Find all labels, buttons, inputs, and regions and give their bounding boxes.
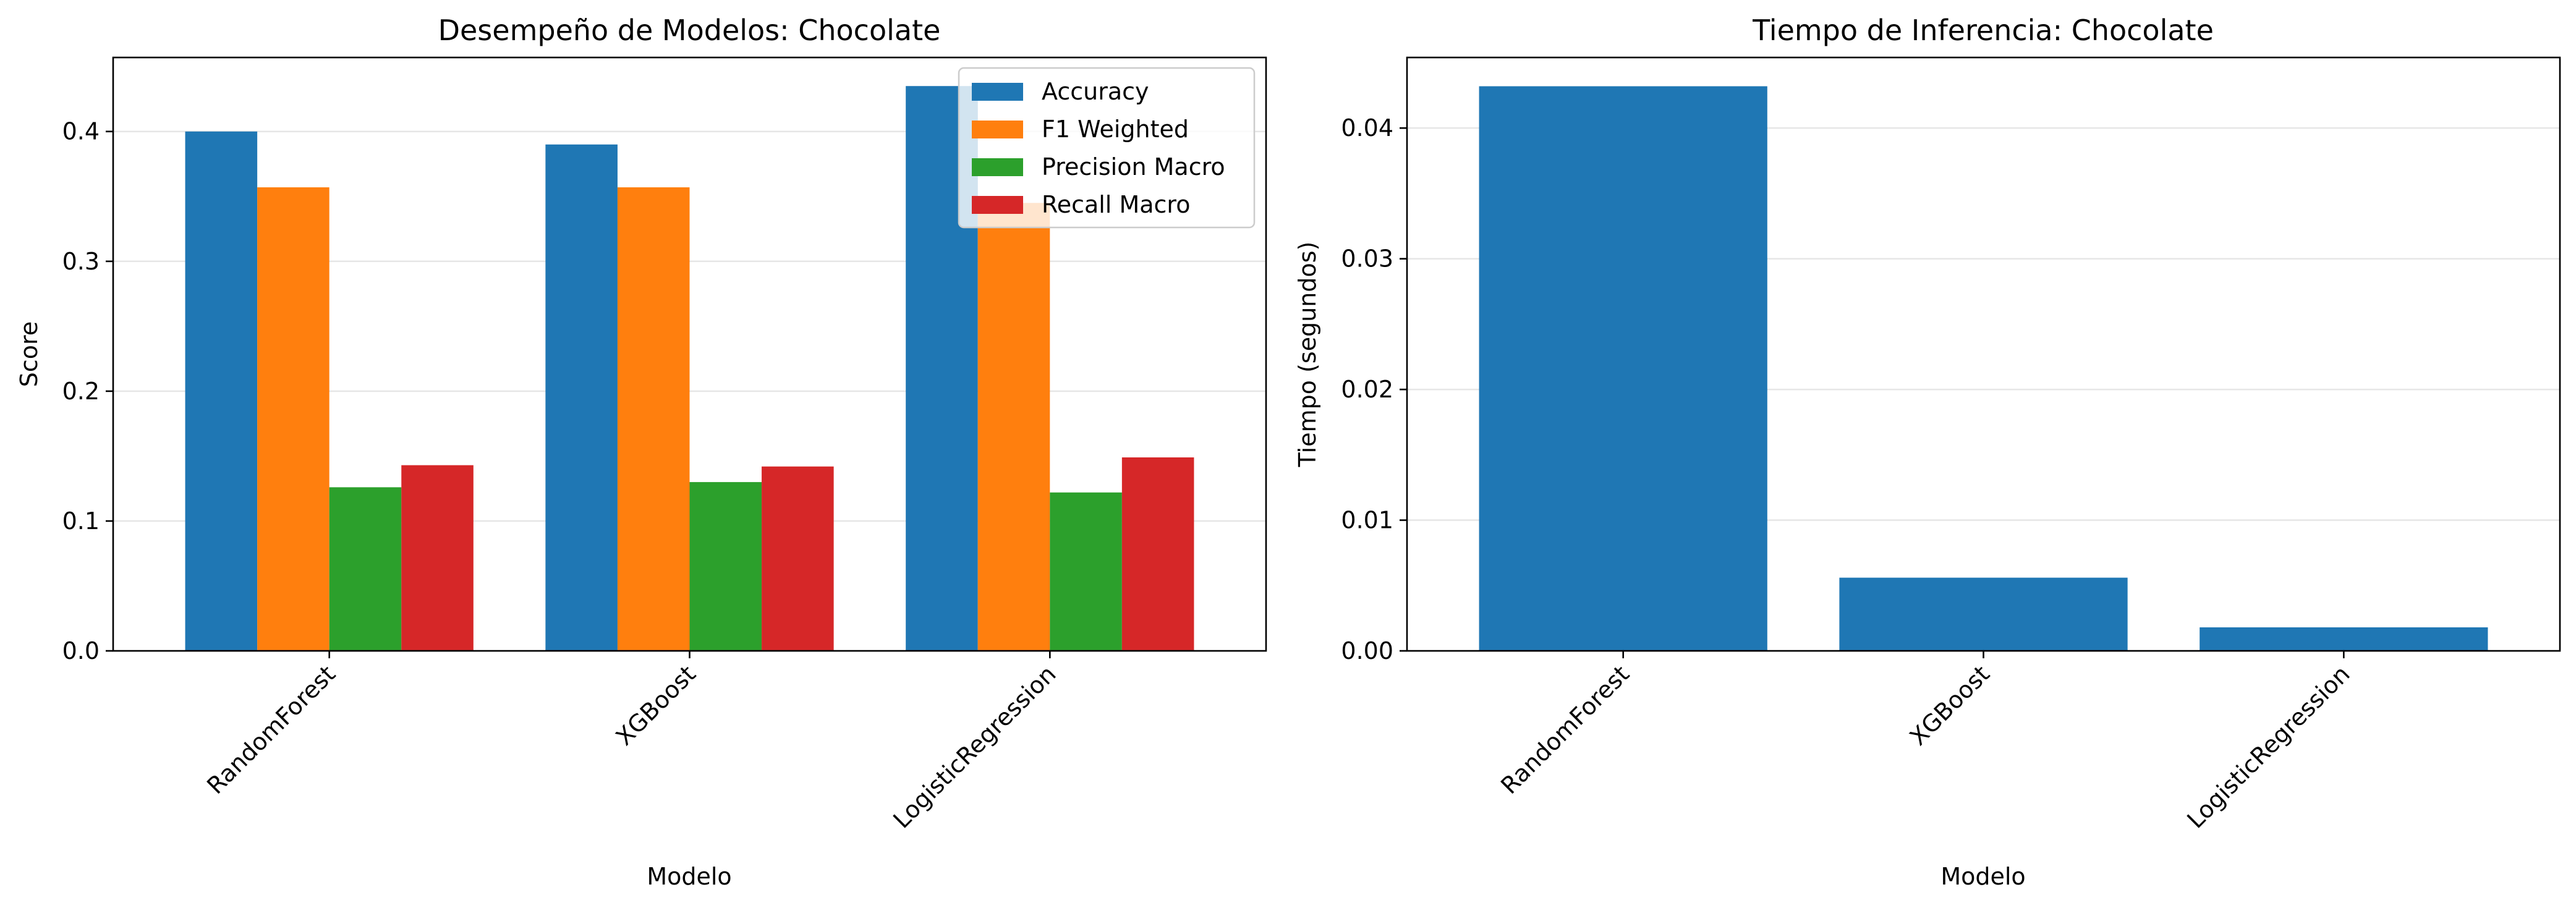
inference-time-y-tick-label: 0.01 — [1341, 507, 1393, 534]
performance-bar-recall-macro-randomforest — [401, 465, 474, 651]
performance-legend-items: Accuracy F1 Weighted Precision Macro Recall… — [972, 78, 1225, 218]
inference-time-x-axis-label: Modelo — [1941, 863, 2025, 890]
legend-label-recall-macro: Recall Macro — [1042, 191, 1190, 218]
inference-time-y-tick-label: 0.02 — [1341, 376, 1393, 403]
performance-bar-f1-weighted-xgboost — [617, 187, 690, 651]
performance-y-tick-label: 0.1 — [62, 507, 100, 535]
performance-axes-frame — [112, 56, 1267, 652]
legend-label-precision-macro: Precision Macro — [1042, 153, 1225, 180]
inference-time-y-tick-label: 0.03 — [1341, 245, 1393, 273]
inference-time-chart-title: Tiempo de Inferencia: Chocolate — [1752, 14, 2214, 47]
performance-bar-f1-weighted-logisticregression — [977, 203, 1050, 651]
performance-bar-accuracy-randomforest — [185, 131, 258, 651]
legend-swatch-recall-macro — [972, 196, 1023, 214]
inference-time-bar-randomforest — [1479, 86, 1767, 651]
performance-legend-box — [958, 67, 1256, 229]
performance-legend: Accuracy F1 Weighted Precision Macro Recall… — [958, 67, 1256, 229]
inference-time-y-tick-label: 0.04 — [1341, 114, 1393, 142]
performance-bar-recall-macro-xgboost — [762, 466, 834, 651]
inference-time-bars — [1479, 86, 2488, 651]
legend-swatch-precision-macro — [972, 158, 1023, 176]
performance-bar-recall-macro-logisticregression — [1121, 457, 1194, 651]
performance-y-ticks: 0.0 0.1 0.2 0.3 0.4 — [62, 118, 113, 664]
performance-bar-precision-macro-logisticregression — [1050, 492, 1122, 651]
legend-swatch-f1-weighted — [972, 121, 1023, 138]
inference-time-y-tick-label: 0.00 — [1341, 637, 1393, 664]
legend-swatch-accuracy — [972, 83, 1023, 101]
inference-time-y-ticks: 0.00 0.01 0.02 0.03 0.04 — [1341, 114, 1407, 664]
performance-y-tick-label: 0.4 — [62, 118, 100, 145]
performance-bar-precision-macro-randomforest — [329, 487, 402, 651]
inference-time-bar-xgboost — [1839, 577, 2128, 651]
inference-time-y-axis-label: Tiempo (segundos) — [1294, 242, 1321, 468]
legend-label-f1-weighted: F1 Weighted — [1042, 116, 1189, 143]
performance-bar-f1-weighted-randomforest — [257, 187, 329, 651]
performance-x-axis-label: Modelo — [647, 863, 731, 890]
legend-label-accuracy: Accuracy — [1042, 78, 1149, 105]
performance-y-tick-label: 0.0 — [62, 637, 100, 664]
performance-y-tick-label: 0.3 — [62, 248, 100, 275]
performance-y-axis-label: Score — [15, 321, 43, 387]
performance-bars — [185, 86, 1194, 651]
performance-bar-accuracy-xgboost — [545, 144, 618, 651]
performance-chart-title: Desempeño de Modelos: Chocolate — [438, 14, 941, 47]
inference-time-bar-logisticregression — [2200, 627, 2488, 651]
performance-y-tick-label: 0.2 — [62, 378, 100, 405]
inference-time-chart: Tiempo de Inferencia: Chocolate 0.00 0.01… — [1294, 14, 2561, 890]
inference-time-axes-frame — [1406, 56, 2561, 652]
performance-bar-precision-macro-xgboost — [689, 482, 762, 651]
